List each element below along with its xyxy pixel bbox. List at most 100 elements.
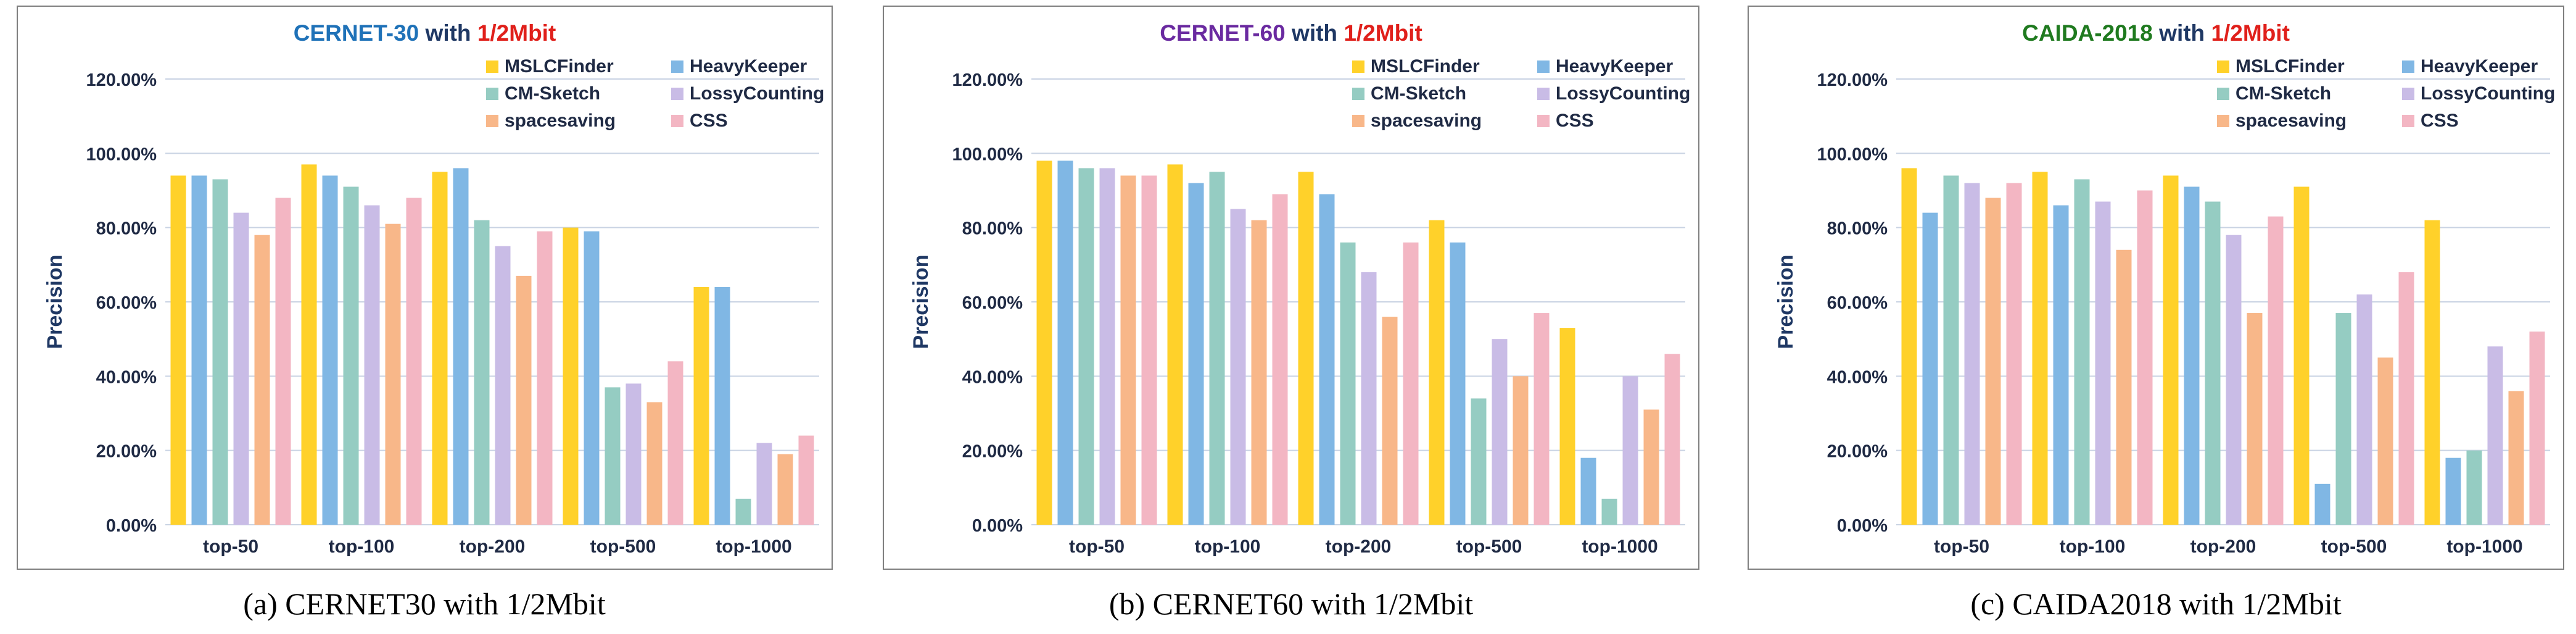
bar-css-top-1000 — [2529, 332, 2545, 525]
bar-spacesaving-top-1000 — [2508, 391, 2524, 525]
y-tick-label: 20.00% — [96, 442, 157, 462]
bar-heavykeeper-top-200 — [453, 168, 469, 525]
bar-lossycounting-top-1000 — [756, 443, 772, 525]
bar-lossycounting-top-100 — [2095, 201, 2111, 525]
chart-title-memory: 1/2Mbit — [1344, 20, 1422, 46]
bar-css-top-50 — [1141, 175, 1157, 525]
chart-title-memory: 1/2Mbit — [477, 20, 556, 46]
x-tick-label: top-200 — [460, 536, 526, 557]
legend-label-heavykeeper: HeavyKeeper — [1556, 56, 1673, 77]
y-tick-label: 60.00% — [962, 293, 1023, 313]
bar-cm-sketch-top-500 — [605, 387, 621, 525]
legend-swatch-lossycounting — [2402, 88, 2414, 100]
bar-spacesaving-top-100 — [385, 223, 401, 525]
x-tick-label: top-1000 — [2446, 536, 2522, 557]
x-tick-label: top-1000 — [1582, 536, 1657, 557]
chart-title-dataset: CERNET-30 — [294, 20, 419, 46]
bar-cm-sketch-top-1000 — [1601, 498, 1617, 525]
legend-swatch-css — [671, 115, 683, 127]
x-tick-label: top-500 — [590, 536, 656, 557]
x-tick-label: top-200 — [2190, 536, 2256, 557]
legend-swatch-cm-sketch — [2217, 88, 2229, 100]
bar-cm-sketch-top-1000 — [735, 498, 751, 525]
legend-label-cm-sketch: CM-Sketch — [1371, 83, 1466, 104]
x-tick-label: top-500 — [2321, 536, 2387, 557]
bar-cm-sketch-top-500 — [2335, 313, 2351, 525]
legend-label-lossycounting: LossyCounting — [1556, 83, 1690, 104]
bar-heavykeeper-top-500 — [584, 231, 600, 525]
bar-cm-sketch-top-50 — [1943, 175, 1959, 525]
legend-label-mslcfinder: MSLCFinder — [1371, 56, 1480, 77]
bar-mslcfinder-top-1000 — [1559, 328, 1575, 525]
bar-cm-sketch-top-100 — [343, 186, 359, 525]
y-axis-label: Precision — [909, 254, 933, 349]
bar-mslcfinder-top-500 — [2293, 186, 2310, 525]
bar-lossycounting-top-200 — [1361, 272, 1377, 525]
y-tick-label: 80.00% — [96, 219, 157, 239]
y-tick-label: 120.00% — [952, 70, 1023, 90]
bar-spacesaving-top-500 — [646, 402, 663, 525]
legend-swatch-spacesaving — [1352, 115, 1364, 127]
bar-mslcfinder-top-100 — [2032, 172, 2048, 525]
bar-spacesaving-top-500 — [2377, 357, 2393, 525]
bar-lossycounting-top-50 — [1099, 168, 1115, 525]
bar-css-top-500 — [2398, 272, 2414, 525]
bar-css-top-100 — [406, 198, 422, 525]
bar-cm-sketch-top-200 — [1340, 242, 1356, 525]
x-tick-label: top-100 — [329, 536, 395, 557]
bar-heavykeeper-top-1000 — [714, 286, 730, 525]
bar-mslcfinder-top-500 — [563, 227, 579, 525]
y-tick-label: 60.00% — [1827, 293, 1888, 313]
legend-swatch-heavykeeper — [1537, 60, 1550, 73]
chart-title-dataset: CERNET-60 — [1160, 20, 1286, 46]
chart-panel-3: CAIDA-2018 with 1/2Mbit 0.00% 20.00% 40.00%… — [1748, 6, 2564, 570]
bar-cm-sketch-top-1000 — [2466, 450, 2482, 525]
bar-cm-sketch-top-100 — [2074, 179, 2090, 525]
legend-label-css: CSS — [2421, 111, 2459, 131]
legend-swatch-lossycounting — [1537, 88, 1550, 100]
y-axis-label: Precision — [43, 254, 67, 349]
y-tick-label: 80.00% — [962, 219, 1023, 239]
legend-label-mslcfinder: MSLCFinder — [505, 56, 614, 77]
chart-title-memory: 1/2Mbit — [2211, 20, 2289, 46]
bar-mslcfinder-top-50 — [170, 175, 186, 525]
bar-lossycounting-top-200 — [495, 246, 511, 525]
bar-heavykeeper-top-50 — [191, 175, 207, 525]
legend-label-css: CSS — [690, 111, 728, 131]
legend-label-heavykeeper: HeavyKeeper — [2421, 56, 2538, 77]
bar-lossycounting-top-1000 — [2487, 346, 2503, 525]
legend-swatch-spacesaving — [2217, 115, 2229, 127]
legend-swatch-heavykeeper — [671, 60, 683, 73]
bar-css-top-1000 — [1664, 354, 1680, 525]
bar-cm-sketch-top-200 — [2205, 201, 2221, 525]
bar-lossycounting-top-1000 — [1622, 376, 1638, 525]
y-tick-label: 120.00% — [1817, 70, 1888, 90]
bar-cm-sketch-top-200 — [474, 220, 490, 525]
bar-spacesaving-top-50 — [1120, 175, 1136, 525]
bar-spacesaving-top-100 — [2116, 249, 2132, 525]
bar-cm-sketch-top-50 — [212, 179, 228, 525]
bar-heavykeeper-top-200 — [1319, 194, 1335, 525]
figure-caption-3: (c) CAIDA2018 with 1/2Mbit — [1970, 586, 2341, 621]
x-tick-label: top-1000 — [716, 536, 791, 557]
figure-caption-2: (b) CERNET60 with 1/2Mbit — [1109, 586, 1473, 621]
legend-label-spacesaving: spacesaving — [2235, 111, 2347, 131]
bar-spacesaving-top-500 — [1513, 376, 1529, 525]
chart-title-with: with — [2153, 20, 2211, 46]
bar-mslcfinder-top-200 — [2163, 175, 2179, 525]
bar-heavykeeper-top-500 — [2314, 483, 2330, 525]
bar-mslcfinder-top-500 — [1429, 220, 1445, 525]
x-tick-label: top-100 — [2060, 536, 2126, 557]
bar-mslcfinder-top-100 — [1167, 164, 1183, 525]
chart-title: CERNET-60 with 1/2Mbit — [1160, 20, 1422, 46]
bar-heavykeeper-top-1000 — [2445, 457, 2461, 525]
bar-heavykeeper-top-100 — [2053, 205, 2069, 525]
chart-panel-1: CERNET-30 with 1/2Mbit 0.00% 20.00% 40.00% 6… — [17, 6, 833, 570]
bar-lossycounting-top-50 — [1964, 183, 1980, 525]
legend-swatch-heavykeeper — [2402, 60, 2414, 73]
bar-cm-sketch-top-100 — [1209, 172, 1225, 525]
legend-label-mslcfinder: MSLCFinder — [2235, 56, 2345, 77]
legend-label-spacesaving: spacesaving — [1371, 111, 1482, 131]
y-tick-label: 20.00% — [1827, 442, 1888, 462]
